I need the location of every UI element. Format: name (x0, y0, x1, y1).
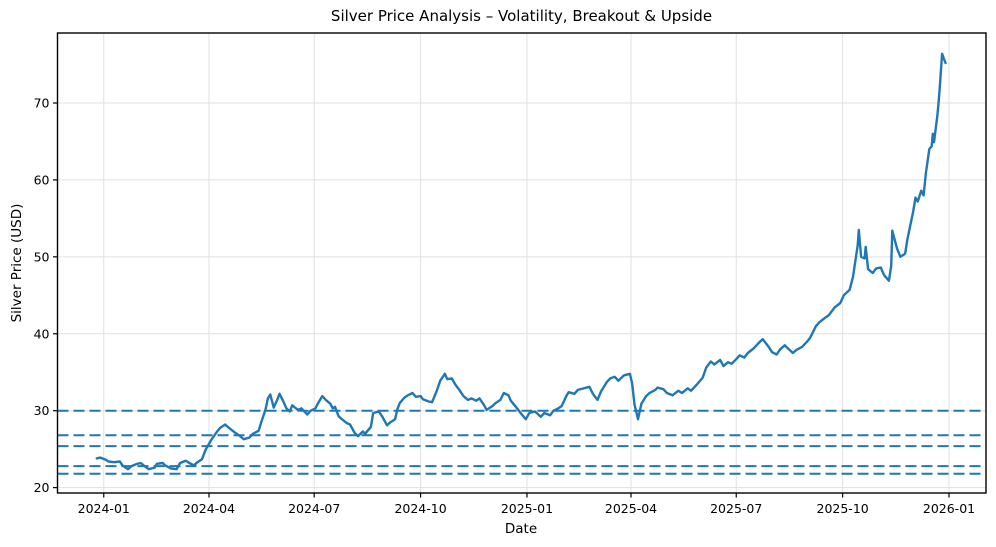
x-tick-label: 2024-01 (78, 501, 130, 516)
y-tick-label: 70 (34, 96, 50, 111)
x-tick-label: 2025-01 (501, 501, 553, 516)
x-tick-label: 2024-04 (183, 501, 235, 516)
x-tick-label: 2025-04 (605, 501, 657, 516)
price-line (95, 52, 947, 471)
y-tick-label: 50 (34, 249, 50, 264)
x-axis-label: Date (504, 521, 538, 537)
chart-title: Silver Price Analysis – Volatility, Brea… (330, 7, 713, 25)
x-tick-label: 2026-01 (923, 501, 975, 516)
x-tick-label: 2024-07 (288, 501, 340, 516)
x-tick-label: 2024-10 (394, 501, 446, 516)
y-tick-label: 40 (34, 326, 50, 341)
x-tick-label: 2025-10 (817, 501, 869, 516)
y-tick-label: 60 (34, 172, 50, 187)
y-tick-label: 20 (34, 480, 50, 495)
y-axis-label: Silver Price (USD) (9, 203, 25, 323)
y-tick-label: 30 (34, 403, 50, 418)
x-tick-label: 2025-07 (710, 501, 762, 516)
axes-frame (56, 32, 987, 494)
